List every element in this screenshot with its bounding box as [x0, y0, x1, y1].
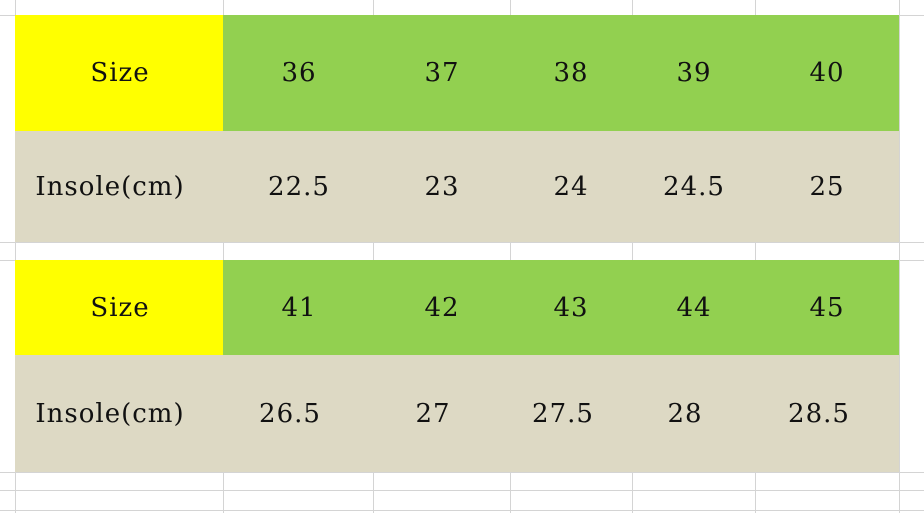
insole-value[interactable]: 27.5 [532, 398, 594, 429]
insole-value[interactable]: 23 [424, 171, 460, 202]
insole-value[interactable]: 24 [553, 171, 589, 202]
grid-column-line [510, 0, 511, 513]
insole-row [15, 131, 899, 242]
size-value[interactable]: 37 [424, 58, 460, 88]
size-value[interactable]: 40 [809, 58, 845, 88]
insole-value[interactable]: 26.5 [259, 398, 321, 429]
size-value[interactable]: 39 [676, 58, 712, 88]
size-value[interactable]: 43 [553, 292, 589, 323]
size-value[interactable]: 36 [281, 58, 317, 88]
grid-row-line [0, 510, 924, 511]
size-value[interactable]: 45 [809, 292, 845, 323]
grid-column-line [899, 0, 900, 513]
grid-column-line [15, 0, 16, 513]
insole-label[interactable]: Insole(cm) [35, 398, 185, 429]
grid-row-line [0, 490, 924, 491]
size-label[interactable]: Size [90, 58, 150, 88]
size-label-cell [15, 260, 223, 355]
size-label[interactable]: Size [90, 292, 150, 323]
insole-value[interactable]: 22.5 [268, 171, 330, 202]
size-label-cell [15, 15, 223, 131]
grid-column-line [373, 0, 374, 513]
size-row [223, 15, 899, 131]
size-value[interactable]: 41 [281, 292, 317, 323]
insole-row [15, 355, 899, 472]
insole-value[interactable]: 25 [809, 171, 845, 202]
insole-label[interactable]: Insole(cm) [35, 171, 185, 202]
insole-value[interactable]: 28 [667, 398, 703, 429]
size-value[interactable]: 44 [676, 292, 712, 323]
grid-column-line [632, 0, 633, 513]
size-value[interactable]: 42 [424, 292, 460, 323]
grid-column-line [223, 0, 224, 513]
grid-row-line [0, 472, 924, 473]
insole-value[interactable]: 24.5 [663, 171, 725, 202]
insole-value[interactable]: 27 [415, 398, 451, 429]
size-row [223, 260, 899, 355]
grid-column-line [755, 0, 756, 513]
grid-row-line [0, 242, 924, 243]
size-value[interactable]: 38 [553, 58, 589, 88]
insole-value[interactable]: 28.5 [788, 398, 850, 429]
